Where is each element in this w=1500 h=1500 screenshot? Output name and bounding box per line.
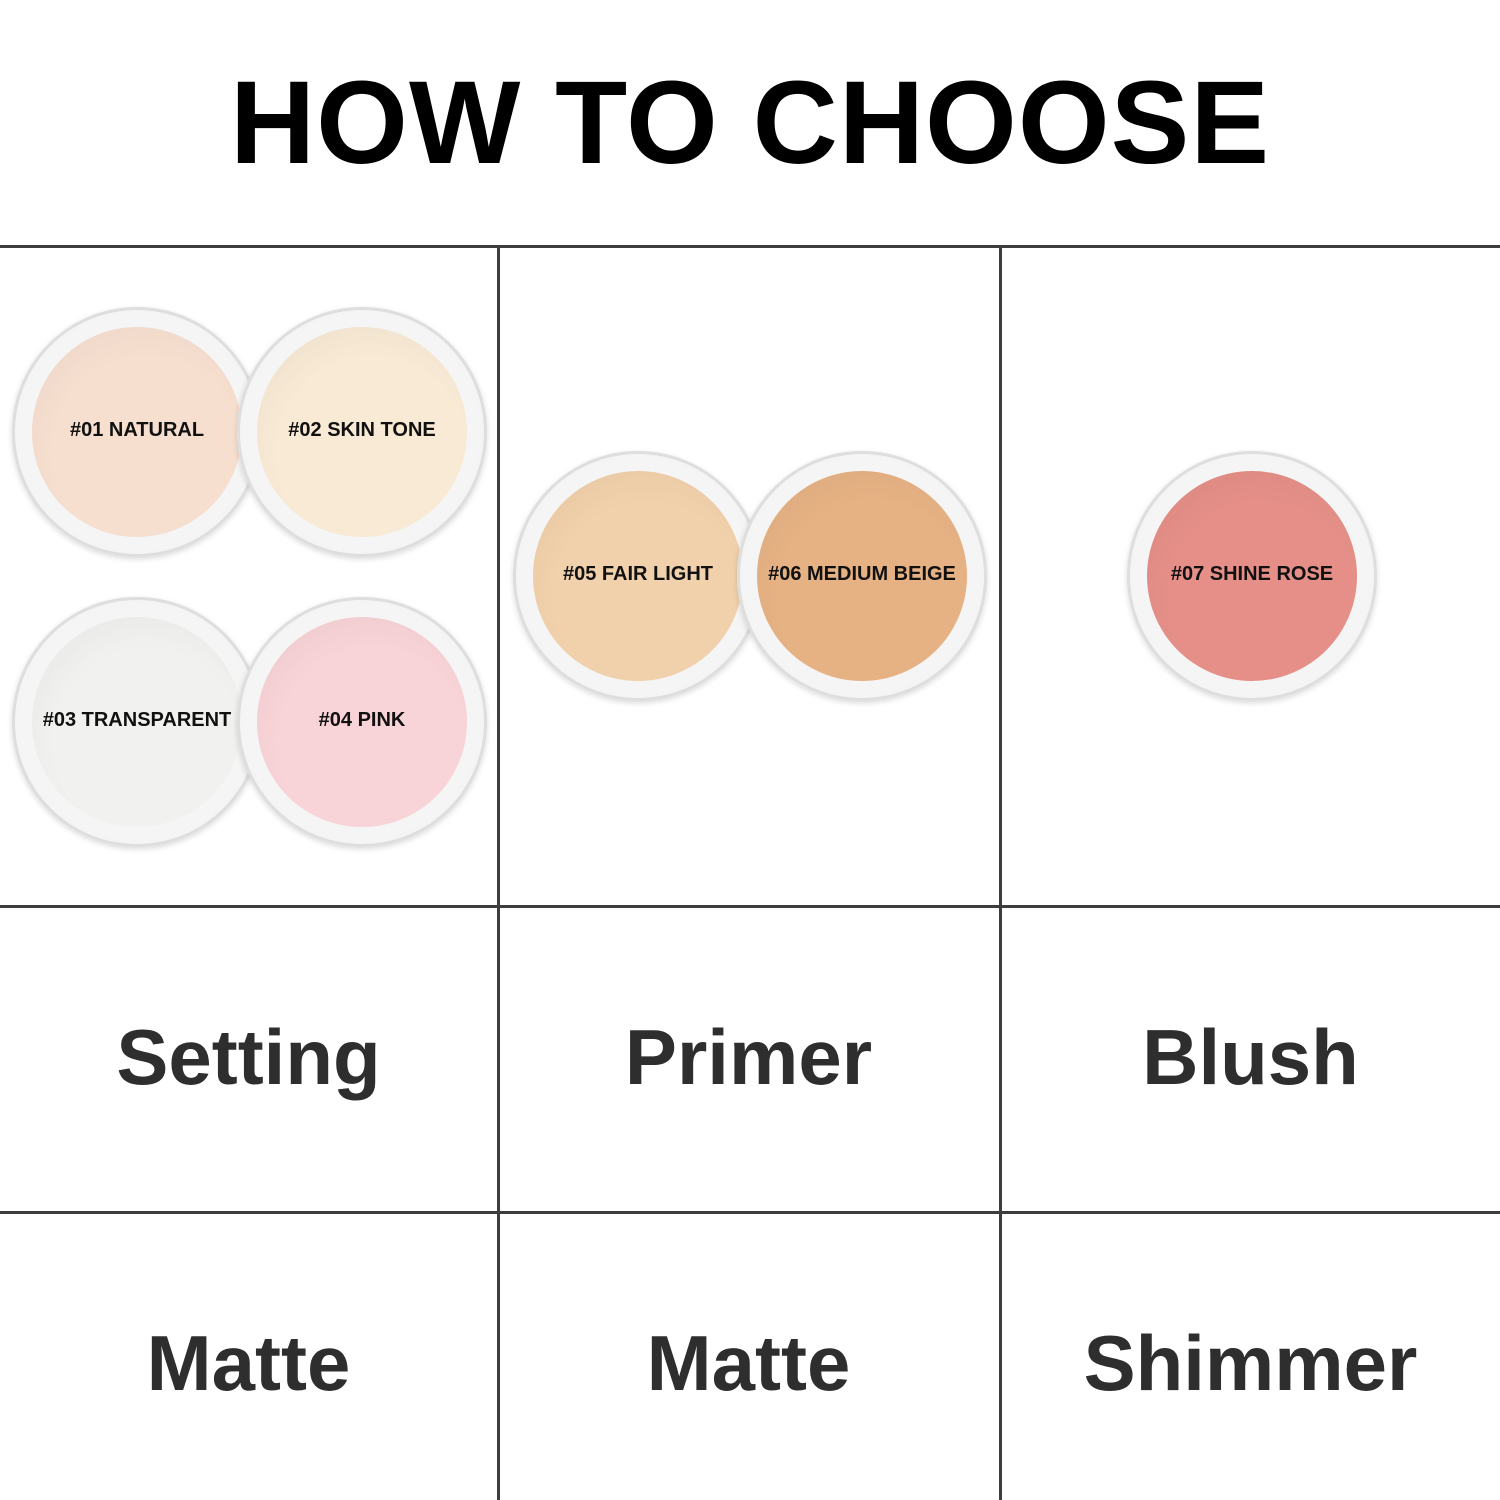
use-primer: Primer — [624, 1013, 873, 1101]
shade-label: #06 MEDIUM BEIGE — [768, 563, 956, 585]
use-blush: Blush — [1142, 1013, 1359, 1101]
use-setting: Setting — [116, 1013, 381, 1101]
divider — [999, 247, 1002, 1500]
powder-jar-02: #02 SKIN TONE — [237, 307, 487, 557]
powder — [257, 327, 467, 537]
powder — [757, 471, 967, 681]
page-title: HOW TO CHOOSE — [229, 57, 1271, 189]
divider — [0, 245, 1500, 248]
divider — [497, 247, 500, 1500]
powder-jar-03: #03 TRANSPARENT — [12, 597, 262, 847]
finish-matte: Matte — [146, 1319, 351, 1407]
powder-jar-01: #01 NATURAL — [12, 307, 262, 557]
shade-label: #04 PINK — [318, 709, 406, 731]
powder-jar-05: #05 FAIR LIGHT — [513, 451, 763, 701]
powder-jar-04: #04 PINK — [237, 597, 487, 847]
powder-jar-07: #07 SHINE ROSE — [1127, 451, 1377, 701]
powder-jar-06: #06 MEDIUM BEIGE — [737, 451, 987, 701]
shade-label: #02 SKIN TONE — [288, 419, 436, 441]
shade-label: #05 FAIR LIGHT — [562, 563, 714, 585]
divider — [0, 1211, 1500, 1214]
powder — [1147, 471, 1357, 681]
shade-label: #01 NATURAL — [69, 419, 205, 441]
finish-shimmer: Shimmer — [1083, 1319, 1418, 1407]
powder — [533, 471, 743, 681]
powder — [257, 617, 467, 827]
powder — [32, 327, 242, 537]
shade-label: #07 SHINE ROSE — [1170, 563, 1334, 585]
divider — [0, 905, 1500, 908]
powder — [32, 617, 242, 827]
shade-label: #03 TRANSPARENT — [42, 709, 232, 731]
finish-matte: Matte — [646, 1319, 851, 1407]
